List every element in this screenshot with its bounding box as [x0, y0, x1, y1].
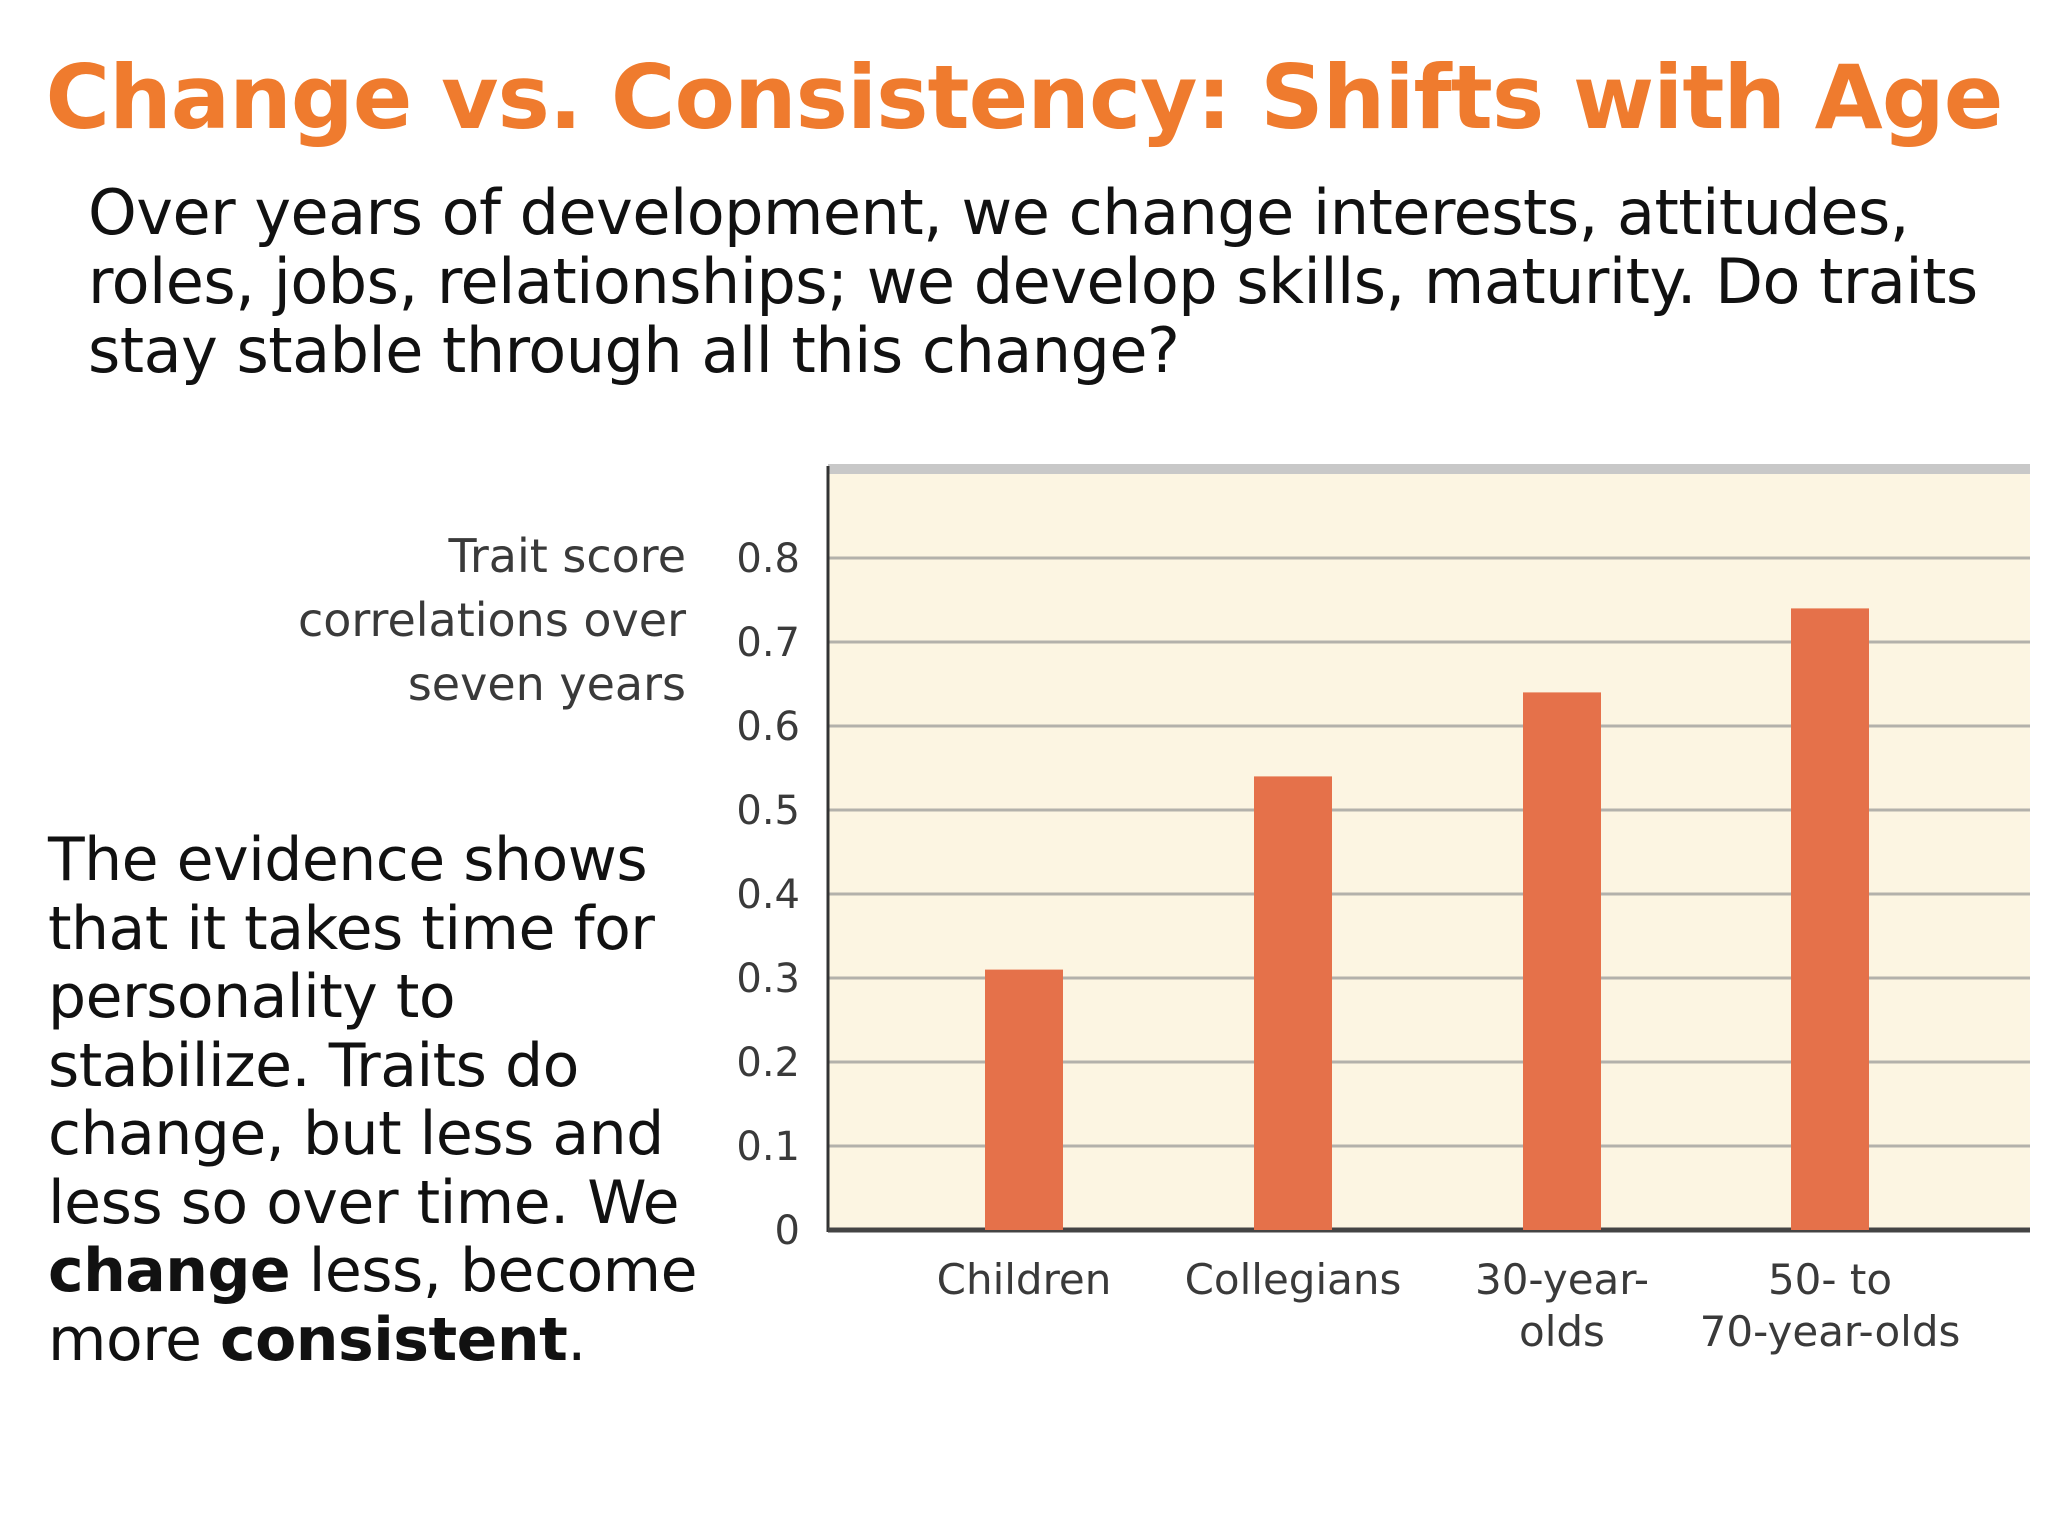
evidence-line: more consistent. — [48, 1304, 708, 1375]
x-tick-label: 70-year-olds — [1700, 1307, 1961, 1356]
intro-line: Over years of development, we change int… — [88, 176, 1910, 249]
y-tick-label: 0.5 — [736, 788, 800, 834]
bar — [1523, 692, 1601, 1230]
bar — [1254, 776, 1332, 1230]
evidence-line: that it takes time for — [48, 893, 655, 964]
y-tick-label: 0.4 — [736, 872, 800, 918]
plot-top-border — [828, 464, 2030, 474]
intro-line: stay stable through all this change? — [88, 314, 1180, 387]
evidence-line: change, but less and — [48, 1099, 664, 1169]
evidence-line: stabilize. Traits do — [48, 1030, 579, 1101]
x-tick-label: Collegians — [1185, 1255, 1402, 1304]
y-tick-label: 0.2 — [736, 1040, 800, 1086]
slide-title: Change vs. Consistency: Shifts with Age — [45, 46, 2004, 149]
y-axis-label: correlations over — [298, 593, 686, 647]
y-axis-label: Trait score — [448, 529, 686, 583]
bar — [985, 969, 1063, 1230]
evidence-text: more — [48, 1304, 220, 1375]
intro-paragraph: Over years of development, we change int… — [88, 178, 2018, 385]
x-tick-label: 50- to — [1768, 1255, 1892, 1304]
evidence-text: less, become — [290, 1236, 698, 1306]
y-tick-label: 0.1 — [736, 1124, 800, 1170]
emphasis-change: change — [48, 1236, 291, 1306]
y-axis-label: seven years — [408, 657, 686, 711]
evidence-line: The evidence shows — [48, 825, 648, 895]
y-tick-label: 0.6 — [736, 704, 800, 750]
x-tick-label: 30-year- — [1475, 1255, 1649, 1304]
evidence-line: change less, become — [48, 1237, 708, 1306]
bar — [1791, 608, 1869, 1230]
evidence-line: less so over time. We — [48, 1167, 680, 1238]
evidence-line: personality to — [48, 962, 456, 1032]
y-tick-label: 0.3 — [736, 956, 800, 1002]
intro-line: roles, jobs, relationships; we develop s… — [88, 245, 1978, 318]
y-tick-label: 0 — [775, 1208, 800, 1254]
x-tick-label: Children — [937, 1255, 1112, 1304]
y-tick-label: 0.8 — [736, 536, 800, 582]
evidence-paragraph: The evidence shows that it takes time fo… — [48, 826, 708, 1374]
y-tick-label: 0.7 — [736, 620, 800, 666]
evidence-text: . — [567, 1304, 586, 1375]
x-tick-label: olds — [1519, 1307, 1605, 1356]
emphasis-consistent: consistent — [220, 1304, 568, 1375]
